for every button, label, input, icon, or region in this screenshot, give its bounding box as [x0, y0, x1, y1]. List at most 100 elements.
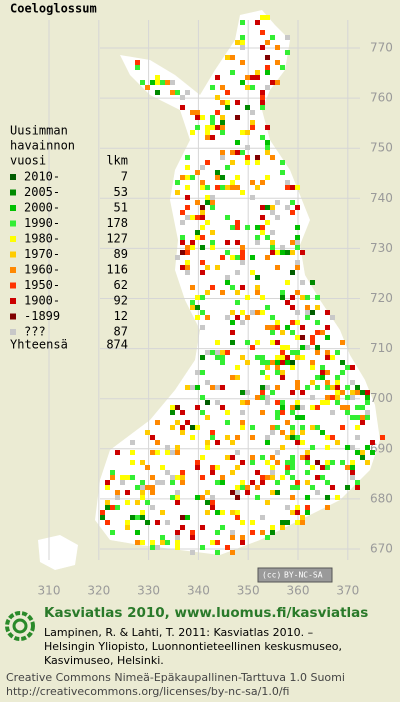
record-square: [235, 240, 240, 245]
legend-label: 2000-: [24, 201, 60, 215]
record-square: [300, 415, 305, 420]
record-square: [265, 85, 270, 90]
record-square: [300, 520, 305, 525]
record-square: [215, 125, 220, 130]
record-square: [325, 395, 330, 400]
record-square: [280, 375, 285, 380]
record-square: [160, 480, 165, 485]
record-square: [255, 75, 260, 80]
record-square: [155, 80, 160, 85]
record-square: [290, 475, 295, 480]
record-square: [140, 490, 145, 495]
record-square: [230, 225, 235, 230]
record-square: [195, 230, 200, 235]
record-square: [290, 390, 295, 395]
record-square: [275, 490, 280, 495]
record-square: [365, 410, 370, 415]
record-square: [140, 485, 145, 490]
record-square: [305, 305, 310, 310]
record-square: [260, 385, 265, 390]
record-square: [300, 440, 305, 445]
x-tick-label: 340: [187, 584, 210, 598]
finland: [95, 10, 380, 555]
record-square: [270, 340, 275, 345]
record-square: [330, 385, 335, 390]
record-square: [270, 155, 275, 160]
record-square: [270, 240, 275, 245]
record-square: [195, 385, 200, 390]
record-square: [215, 540, 220, 545]
record-square: [325, 400, 330, 405]
record-square: [205, 130, 210, 135]
x-tick-label: 360: [287, 584, 310, 598]
record-square: [215, 440, 220, 445]
record-square: [295, 310, 300, 315]
record-square: [325, 495, 330, 500]
record-square: [200, 245, 205, 250]
record-square: [240, 35, 245, 40]
record-square: [285, 465, 290, 470]
record-square: [355, 390, 360, 395]
record-square: [245, 145, 250, 150]
record-square: [285, 35, 290, 40]
record-square: [230, 285, 235, 290]
record-square: [240, 485, 245, 490]
record-square: [275, 400, 280, 405]
record-square: [205, 510, 210, 515]
record-square: [200, 270, 205, 275]
record-square: [195, 200, 200, 205]
record-square: [210, 205, 215, 210]
site-link[interactable]: Kasviatlas 2010, www.luomus.fi/kasviatla…: [44, 605, 368, 621]
record-square: [290, 320, 295, 325]
record-square: [185, 245, 190, 250]
record-square: [280, 160, 285, 165]
record-square: [230, 535, 235, 540]
record-square: [120, 475, 125, 480]
record-square: [370, 450, 375, 455]
record-square: [335, 380, 340, 385]
record-square: [190, 435, 195, 440]
record-square: [225, 240, 230, 245]
record-square: [235, 270, 240, 275]
record-square: [300, 345, 305, 350]
record-square: [235, 220, 240, 225]
record-square: [255, 275, 260, 280]
legend-label: 1960-: [24, 263, 60, 277]
record-square: [335, 350, 340, 355]
record-square: [130, 475, 135, 480]
record-square: [310, 445, 315, 450]
record-square: [230, 470, 235, 475]
record-square: [115, 490, 120, 495]
record-square: [345, 405, 350, 410]
record-square: [240, 400, 245, 405]
record-square: [340, 405, 345, 410]
record-square: [250, 425, 255, 430]
record-square: [235, 175, 240, 180]
record-square: [265, 15, 270, 20]
record-square: [145, 430, 150, 435]
legend-swatch: [10, 174, 16, 180]
legend-label: 2005-: [24, 185, 60, 199]
record-square: [235, 300, 240, 305]
record-square: [265, 435, 270, 440]
record-square: [305, 345, 310, 350]
record-square: [125, 500, 130, 505]
record-square: [285, 360, 290, 365]
record-square: [235, 140, 240, 145]
record-square: [225, 420, 230, 425]
record-square: [145, 485, 150, 490]
record-square: [110, 475, 115, 480]
record-square: [250, 255, 255, 260]
record-square: [290, 330, 295, 335]
record-square: [115, 505, 120, 510]
record-square: [150, 485, 155, 490]
legend-label: 1980-: [24, 232, 60, 246]
record-square: [275, 385, 280, 390]
record-square: [265, 55, 270, 60]
record-square: [105, 480, 110, 485]
record-square: [175, 530, 180, 535]
record-square: [235, 255, 240, 260]
record-square: [200, 370, 205, 375]
record-square: [235, 315, 240, 320]
record-square: [145, 520, 150, 525]
